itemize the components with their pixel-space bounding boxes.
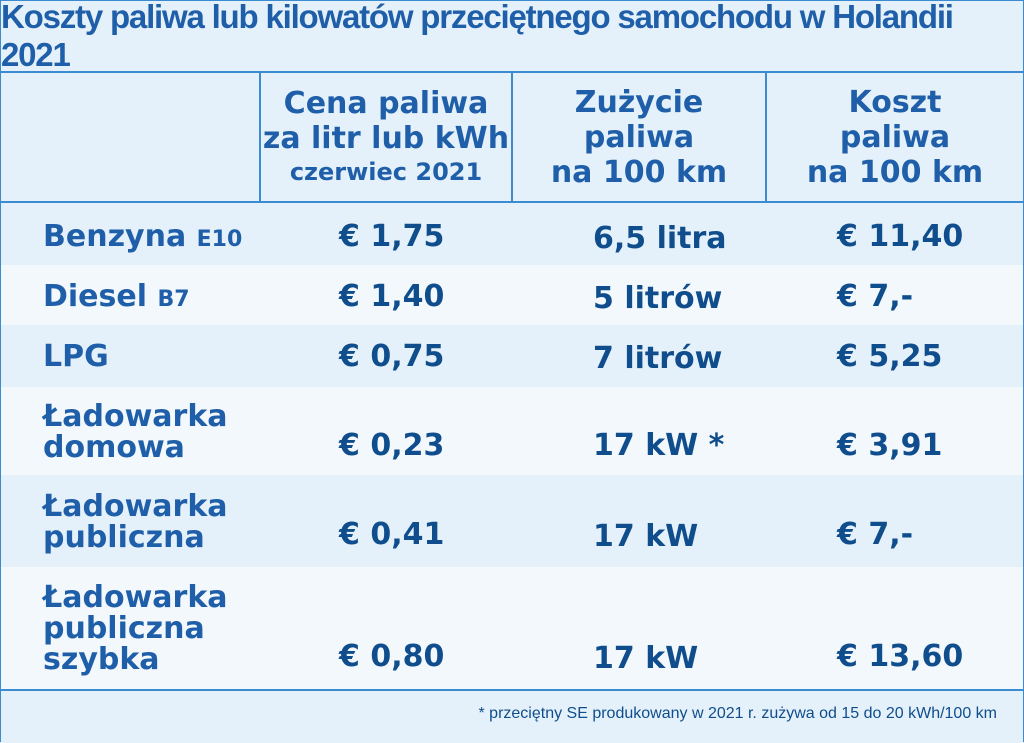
cell-cost: € 11,40 [837,219,964,254]
header-price: Cena paliwa za litr lub kWh czerwiec 202… [261,73,511,201]
row-label: LPG [43,339,109,374]
cell-use: 6,5 litra [593,221,727,256]
table-row: Benzyna E10 € 1,75 6,5 litra € 11,40 [1,203,1023,265]
cell-use: 17 kW * [593,428,725,463]
header-cost: Koszt paliwa na 100 km [767,73,1023,201]
table-row: Ładowarka publiczna szybka € 0,80 17 kW … [1,567,1023,689]
header-cost-line1: Koszt [848,84,942,120]
row-label: Diesel B7 [43,279,190,314]
table-row: Diesel B7 € 1,40 5 litrów € 7,- [1,265,1023,325]
table-row: Ładowarka domowa € 0,23 17 kW * € 3,91 [1,387,1023,475]
cell-price: € 0,23 [339,428,445,463]
header-use: Zużycie paliwa na 100 km [513,73,765,201]
cell-price: € 0,41 [339,517,445,552]
table-header: Cena paliwa za litr lub kWh czerwiec 202… [1,73,1023,203]
cell-cost: € 13,60 [837,639,964,674]
table-row: Ładowarka publiczna € 0,41 17 kW € 7,- [1,475,1023,567]
header-price-line1: Cena paliwa [283,86,489,121]
header-use-line3: na 100 km [550,154,728,190]
header-cost-line3: na 100 km [806,154,984,190]
row-label-sub: B7 [157,287,190,312]
row-label: Benzyna E10 [43,219,243,254]
row-label-sub: E10 [196,227,243,252]
cell-cost: € 3,91 [837,428,943,463]
table-row: LPG € 0,75 7 litrów € 5,25 [1,325,1023,387]
cell-use: 17 kW [593,519,699,554]
page-title: Koszty paliwa lub kilowatów przeciętnego… [1,0,1023,73]
cell-price: € 0,75 [339,339,445,374]
cell-cost: € 7,- [837,517,914,552]
cell-use: 17 kW [593,641,699,676]
cell-price: € 1,40 [339,279,445,314]
column-divider [259,73,261,201]
header-cost-line2: paliwa [839,119,951,155]
cell-price: € 0,80 [339,639,445,674]
header-use-line2: paliwa [583,119,695,155]
cell-price: € 1,75 [339,219,445,254]
header-price-line2: za litr lub kWh [262,121,510,156]
row-label: Ładowarka domowa [43,399,228,465]
row-label: Ładowarka publiczna [43,489,228,555]
cell-use: 5 litrów [593,281,723,316]
cell-cost: € 5,25 [837,339,943,374]
cell-use: 7 litrów [593,341,723,376]
header-price-line3: czerwiec 2021 [289,158,483,186]
column-divider [765,73,767,201]
table-footer: * przeciętny SE produkowany w 2021 r. zu… [1,689,1023,743]
header-use-line1: Zużycie [574,84,704,120]
footnote: * przeciętny SE produkowany w 2021 r. zu… [478,705,998,722]
column-divider [511,73,513,201]
cell-cost: € 7,- [837,279,914,314]
row-label: Ładowarka publiczna szybka [43,580,228,677]
